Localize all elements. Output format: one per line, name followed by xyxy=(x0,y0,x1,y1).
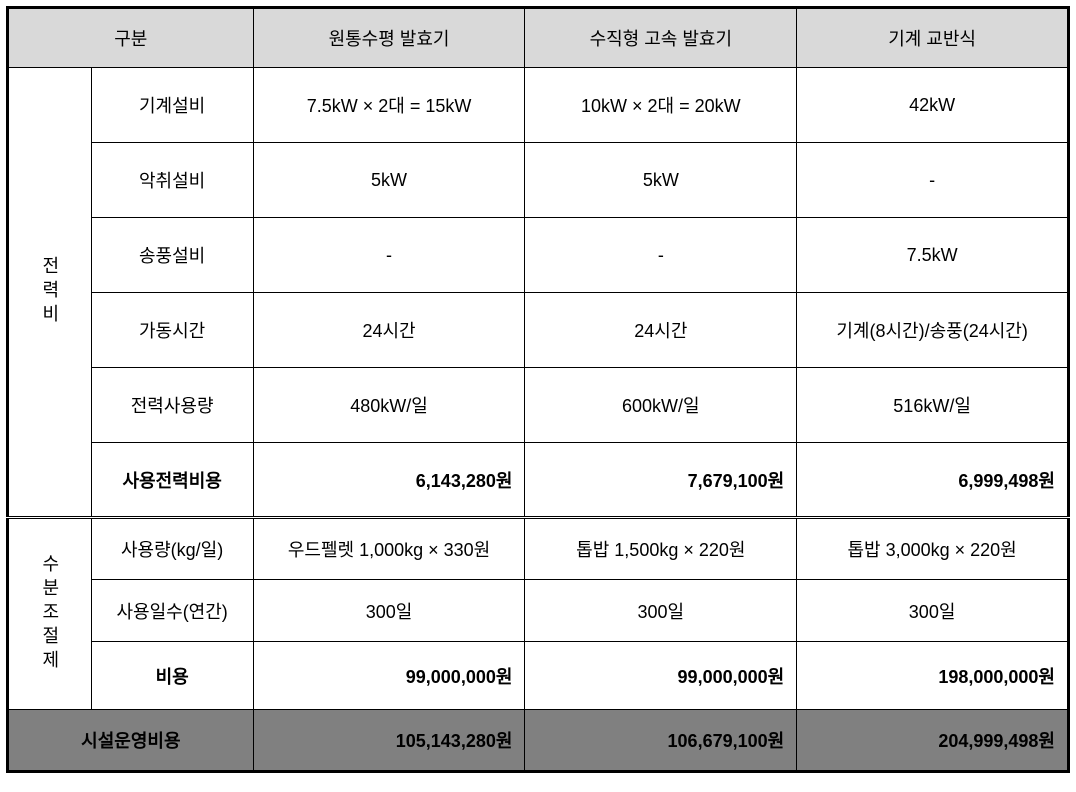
cell-value: 5kW xyxy=(525,143,797,218)
cell-value: 10kW × 2대 = 20kW xyxy=(525,68,797,143)
power-section-label: 전력비 xyxy=(8,68,92,518)
cell-value: 24시간 xyxy=(525,293,797,368)
cell-value: 7.5kW xyxy=(797,218,1069,293)
cell-value: 480kW/일 xyxy=(253,368,525,443)
cell-value: 6,143,280원 xyxy=(253,443,525,518)
cell-value: 톱밥 1,500kg × 220원 xyxy=(525,518,797,580)
table-header-row: 구분 원통수평 발효기 수직형 고속 발효기 기계 교반식 xyxy=(8,8,1069,68)
cell-value: 42kW xyxy=(797,68,1069,143)
row-label: 사용전력비용 xyxy=(91,443,253,518)
header-col1: 원통수평 발효기 xyxy=(253,8,525,68)
cell-value: - xyxy=(525,218,797,293)
table-row: 악취설비 5kW 5kW - xyxy=(8,143,1069,218)
cell-value: - xyxy=(797,143,1069,218)
row-label: 기계설비 xyxy=(91,68,253,143)
total-value: 204,999,498원 xyxy=(797,710,1069,772)
table-row: 가동시간 24시간 24시간 기계(8시간)/송풍(24시간) xyxy=(8,293,1069,368)
cell-value: 5kW xyxy=(253,143,525,218)
cell-value: 7.5kW × 2대 = 15kW xyxy=(253,68,525,143)
cell-value: 99,000,000원 xyxy=(253,642,525,710)
table-row-subtotal: 비용 99,000,000원 99,000,000원 198,000,000원 xyxy=(8,642,1069,710)
comparison-table: 구분 원통수평 발효기 수직형 고속 발효기 기계 교반식 전력비 기계설비 7… xyxy=(6,6,1070,773)
cell-value: 기계(8시간)/송풍(24시간) xyxy=(797,293,1069,368)
table-row: 사용일수(연간) 300일 300일 300일 xyxy=(8,580,1069,642)
cell-value: 7,679,100원 xyxy=(525,443,797,518)
row-label: 비용 xyxy=(91,642,253,710)
table-row: 수분조절제 사용량(kg/일) 우드펠렛 1,000kg × 330원 톱밥 1… xyxy=(8,518,1069,580)
cell-value: 300일 xyxy=(253,580,525,642)
header-category: 구분 xyxy=(8,8,254,68)
total-label: 시설운영비용 xyxy=(8,710,254,772)
cell-value: - xyxy=(253,218,525,293)
table-row-subtotal: 사용전력비용 6,143,280원 7,679,100원 6,999,498원 xyxy=(8,443,1069,518)
cell-value: 600kW/일 xyxy=(525,368,797,443)
cell-value: 6,999,498원 xyxy=(797,443,1069,518)
cell-value: 24시간 xyxy=(253,293,525,368)
total-value: 105,143,280원 xyxy=(253,710,525,772)
cell-value: 99,000,000원 xyxy=(525,642,797,710)
row-label: 송풍설비 xyxy=(91,218,253,293)
header-col2: 수직형 고속 발효기 xyxy=(525,8,797,68)
row-label: 전력사용량 xyxy=(91,368,253,443)
cell-value: 톱밥 3,000kg × 220원 xyxy=(797,518,1069,580)
cell-value: 516kW/일 xyxy=(797,368,1069,443)
row-label: 악취설비 xyxy=(91,143,253,218)
moisture-section-label: 수분조절제 xyxy=(8,518,92,710)
table-row-total: 시설운영비용 105,143,280원 106,679,100원 204,999… xyxy=(8,710,1069,772)
header-col3: 기계 교반식 xyxy=(797,8,1069,68)
table-row: 송풍설비 - - 7.5kW xyxy=(8,218,1069,293)
table-row: 전력사용량 480kW/일 600kW/일 516kW/일 xyxy=(8,368,1069,443)
cell-value: 우드펠렛 1,000kg × 330원 xyxy=(253,518,525,580)
cell-value: 198,000,000원 xyxy=(797,642,1069,710)
cell-value: 300일 xyxy=(525,580,797,642)
total-value: 106,679,100원 xyxy=(525,710,797,772)
row-label: 사용일수(연간) xyxy=(91,580,253,642)
row-label: 사용량(kg/일) xyxy=(91,518,253,580)
table-row: 전력비 기계설비 7.5kW × 2대 = 15kW 10kW × 2대 = 2… xyxy=(8,68,1069,143)
row-label: 가동시간 xyxy=(91,293,253,368)
cell-value: 300일 xyxy=(797,580,1069,642)
